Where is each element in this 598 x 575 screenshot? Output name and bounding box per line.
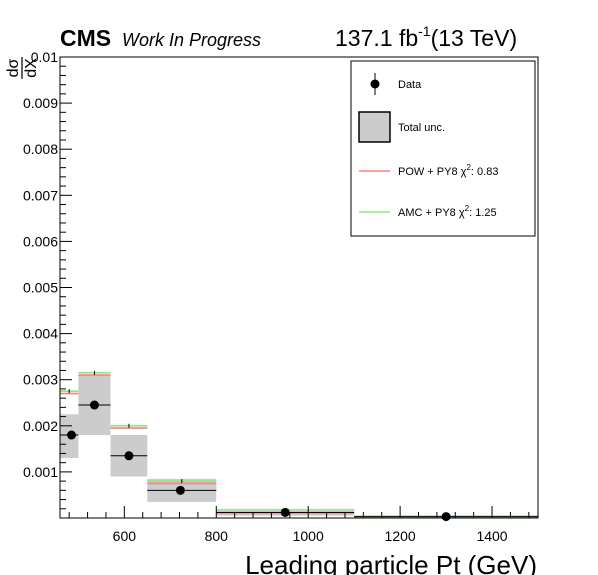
legend-entry-pow: POW + PY8 χ2: 0.83 <box>398 163 498 178</box>
x-axis: 600 800 1000 1200 1400 <box>68 506 530 544</box>
legend-pow-name: POW + PY8 <box>398 166 458 178</box>
energy-label: (13 TeV) <box>431 25 518 51</box>
total-unc-boxes <box>60 375 538 518</box>
legend-amc-chi: χ <box>459 207 465 219</box>
data-point <box>175 485 185 495</box>
x-tick-label: 800 <box>205 528 229 544</box>
data-point <box>280 507 290 517</box>
y-tick-label: 0.009 <box>23 95 58 111</box>
y-tick-label: 0.006 <box>23 233 58 249</box>
lumi-exponent: -1 <box>418 23 431 39</box>
legend-box <box>350 60 536 237</box>
y-tick-label: 0.007 <box>23 187 58 203</box>
data-points <box>60 400 538 522</box>
y-tick-label: 0.005 <box>23 280 58 296</box>
x-axis-label: Leading particle Pt (GeV) <box>245 550 537 575</box>
y-tick-label: 0.002 <box>23 418 58 434</box>
y-tick-label: 0.004 <box>23 326 58 342</box>
y-tick-label: 0.01 <box>31 49 58 65</box>
y-axis: 0.001 0.002 0.003 0.004 0.005 0.006 0.007 0.008… <box>23 49 72 519</box>
data-point <box>66 430 76 440</box>
status-label: Work In Progress <box>122 30 261 50</box>
legend-amc-chi-exp: 2 <box>465 204 470 213</box>
legend-amc-chi-value: 1.25 <box>475 207 496 219</box>
x-tick-label: 1000 <box>293 528 324 544</box>
legend: Data Total unc. POW + PY8 χ2: 0.83 AMC +… <box>350 60 536 237</box>
legend-entry-total-unc: Total unc. <box>398 122 445 134</box>
y-axis-label: dσ dX <box>5 57 40 79</box>
legend-entry-amc: AMC + PY8 χ2: 1.25 <box>398 204 497 219</box>
y-tick-label: 0.003 <box>23 372 58 388</box>
legend-unc-swatch <box>358 111 391 143</box>
legend-data-marker <box>370 79 380 89</box>
x-tick-label: 1400 <box>476 528 507 544</box>
legend-amc-name: AMC + PY8 <box>398 207 456 219</box>
lumi-label: 137.1 fb-1(13 TeV) <box>335 23 517 51</box>
y-tick-label: 0.008 <box>23 141 58 157</box>
y-axis-label-numerator: dσ <box>5 58 22 77</box>
data-point <box>89 400 99 410</box>
lumi-prefix: 137.1 fb <box>335 25 418 51</box>
y-tick-label: 0.001 <box>23 464 58 480</box>
legend-entry-data: Data <box>398 79 422 91</box>
y-axis-label-denominator: dX <box>23 58 40 78</box>
x-tick-label: 600 <box>113 528 137 544</box>
experiment-label: CMS <box>60 25 111 51</box>
legend-pow-chi-exp: 2 <box>466 163 471 172</box>
legend-pow-chi-value: 0.83 <box>477 166 498 178</box>
data-point <box>441 512 451 522</box>
x-tick-label: 1200 <box>385 528 416 544</box>
legend-pow-chi: χ <box>461 166 467 178</box>
data-point <box>124 451 134 461</box>
